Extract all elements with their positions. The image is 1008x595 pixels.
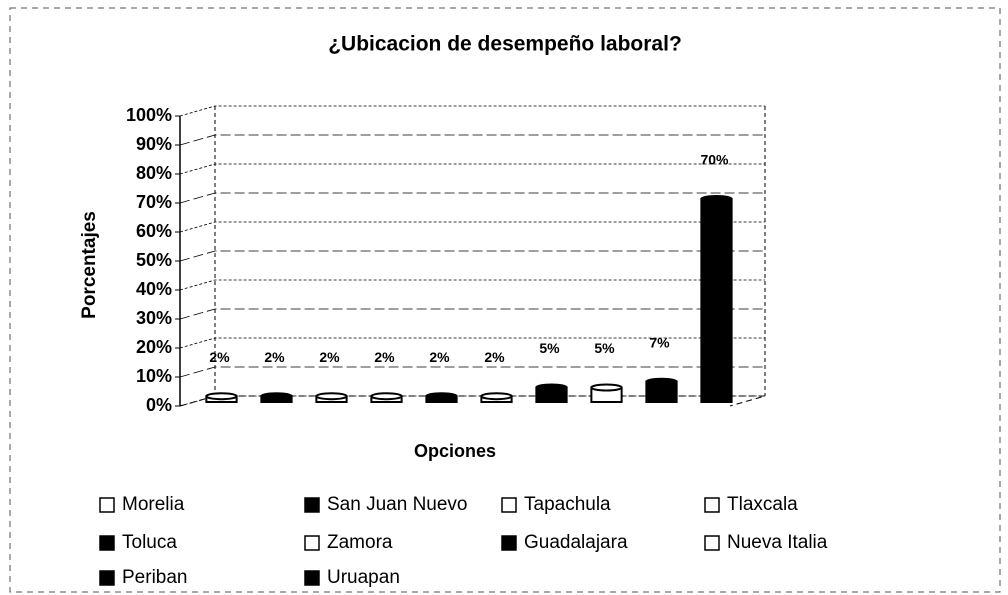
grid-line bbox=[179, 250, 765, 262]
y-axis-label: Porcentajes bbox=[79, 211, 100, 319]
bar-top bbox=[590, 383, 623, 392]
legend-label: Periban bbox=[122, 567, 188, 588]
grid-line bbox=[179, 366, 765, 378]
bar-top bbox=[535, 383, 568, 392]
legend-swatch bbox=[704, 497, 720, 513]
legend-label: Toluca bbox=[122, 532, 177, 553]
y-tick-label: 0% bbox=[146, 395, 172, 415]
bar-top bbox=[370, 392, 403, 401]
y-tick-label: 100% bbox=[126, 105, 172, 125]
value-label: 2% bbox=[484, 349, 505, 365]
y-tick-label: 40% bbox=[136, 279, 172, 299]
value-label: 70% bbox=[700, 152, 729, 168]
y-tick-label: 10% bbox=[136, 366, 172, 386]
bar-top bbox=[260, 392, 293, 401]
value-label: 2% bbox=[319, 349, 340, 365]
y-tick-label: 20% bbox=[136, 337, 172, 357]
legend-swatch bbox=[304, 497, 320, 513]
legend-swatch bbox=[99, 497, 115, 513]
chart-border bbox=[9, 7, 1001, 593]
value-label: 5% bbox=[594, 340, 615, 356]
legend-label: San Juan Nuevo bbox=[327, 494, 468, 515]
y-tick-label: 60% bbox=[136, 221, 172, 241]
legend-swatch bbox=[99, 535, 115, 551]
legend-label: Uruapan bbox=[327, 567, 400, 588]
grid-line bbox=[179, 337, 765, 349]
value-label: 2% bbox=[264, 349, 285, 365]
legend-label: Tapachula bbox=[524, 494, 611, 515]
value-label: 2% bbox=[209, 349, 230, 365]
value-label: 5% bbox=[539, 340, 560, 356]
legend-swatch bbox=[304, 535, 320, 551]
grid-line bbox=[179, 192, 765, 204]
value-label: 7% bbox=[649, 334, 670, 350]
grid-line bbox=[179, 134, 765, 146]
bar-top bbox=[425, 392, 458, 401]
legend-label: Zamora bbox=[327, 532, 393, 553]
legend-label: Guadalajara bbox=[524, 532, 628, 553]
grid-line bbox=[179, 308, 765, 320]
bar-top bbox=[205, 392, 238, 401]
grid-line bbox=[179, 221, 765, 233]
grid-line bbox=[179, 105, 765, 117]
chart-title: ¿Ubicacion de desempeño laboral? bbox=[328, 33, 682, 56]
value-label: 2% bbox=[374, 349, 395, 365]
bar-top bbox=[315, 392, 348, 401]
legend-label: Nueva Italia bbox=[727, 532, 828, 553]
bar-top bbox=[700, 195, 733, 203]
bar-top bbox=[480, 392, 513, 401]
value-label: 2% bbox=[429, 349, 450, 365]
y-tick-label: 50% bbox=[136, 250, 172, 270]
y-tick-label: 30% bbox=[136, 308, 172, 328]
bar-top bbox=[645, 377, 678, 386]
y-tick-label: 90% bbox=[136, 134, 172, 154]
legend-swatch bbox=[304, 570, 320, 586]
legend-swatch bbox=[704, 535, 720, 551]
x-axis-label: Opciones bbox=[414, 441, 496, 461]
grid-line bbox=[179, 163, 765, 175]
bar bbox=[700, 198, 733, 403]
y-tick-label: 70% bbox=[136, 192, 172, 212]
legend-swatch bbox=[99, 570, 115, 586]
legend-label: Tlaxcala bbox=[727, 494, 798, 515]
legend-swatch bbox=[501, 497, 517, 513]
grid-line bbox=[179, 279, 765, 291]
y-tick-label: 80% bbox=[136, 163, 172, 183]
legend-swatch bbox=[501, 535, 517, 551]
legend-label: Morelia bbox=[122, 494, 185, 515]
